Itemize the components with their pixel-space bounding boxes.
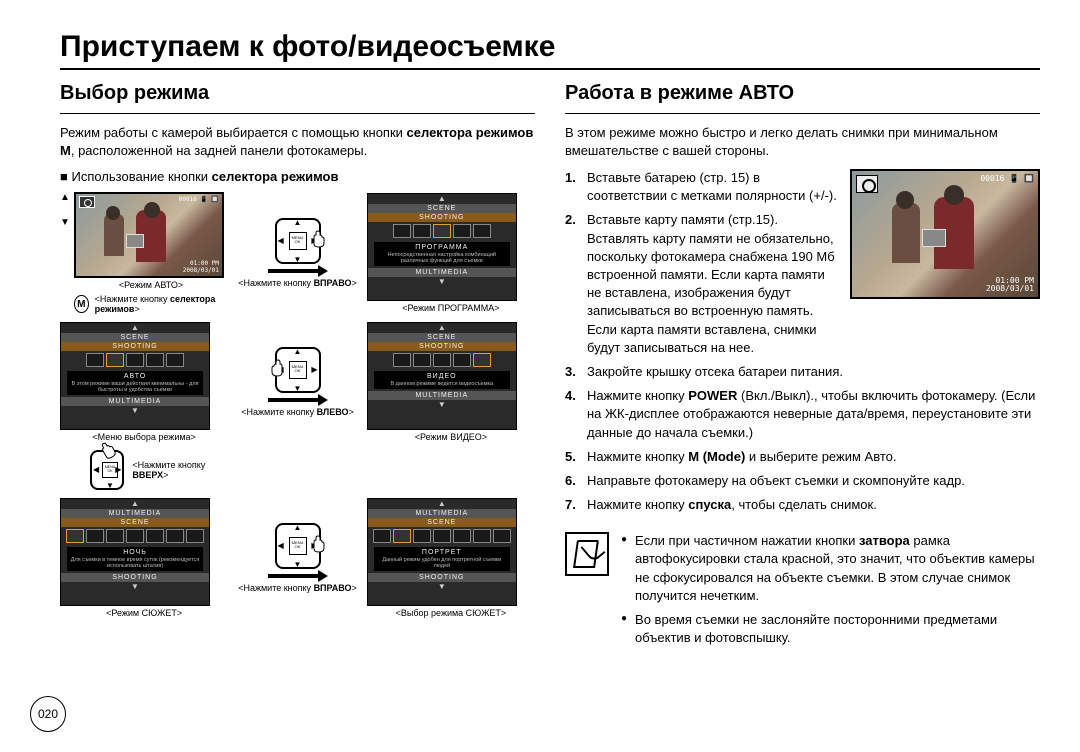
menu-scene: ▲ MULTIMEDIA SCENE НОЧЬ Для съемки в тем… [60, 498, 210, 606]
menu-scene-select: ▲ MULTIMEDIA SCENE ПОРТРЕТ Данный режим … [367, 498, 517, 606]
left-bullet-header: Использование кнопки селектора режимов [60, 169, 535, 184]
cell-menu-program: ▲ SCENE SHOOTING ПРОГРАММА Непосредствен… [367, 193, 535, 313]
menu-auto-caption: <Меню выбора режима> [60, 432, 228, 442]
cell-lcd-preview: ▲▼ 00016 📱 🔲 01:00 PM 2008/ [60, 192, 228, 314]
arrow2-label: <Нажмите кнопку ВЛЕВО> [241, 407, 354, 417]
cell-menu-auto: ▲ SCENE SHOOTING АВТО В этом режиме ваши… [60, 322, 228, 442]
cell-menu-video: ▲ SCENE SHOOTING ВИДЕО В данном режиме в… [367, 322, 535, 442]
note-item: Если при частичном нажатии кнопки затвор… [621, 532, 1040, 605]
arrow-col-2: MENUOK ▲▼◀▶ <Нажмите кнопку ВЛЕВО> [238, 347, 357, 417]
step-item: 1.Вставьте батарею (стр. 15) в соответст… [565, 169, 840, 205]
press-up-cell: MENUOK ▲▼◀▶ <Нажмите кнопку ВВЕРХ> [60, 450, 228, 490]
menu-scene-caption: <Режим СЮЖЕТ> [60, 608, 228, 618]
page-number: 020 [30, 696, 66, 732]
left-sub-rule [60, 113, 535, 114]
hand-pointer-icon [311, 230, 331, 248]
right-subtitle: Работа в режиме АВТО [565, 82, 1040, 105]
cell-menu-scene: ▲ MULTIMEDIA SCENE НОЧЬ Для съемки в тем… [60, 498, 228, 618]
lcd-caption: <Режим АВТО> [74, 280, 228, 290]
press-m-label: <Нажмите кнопку селектора режимов> [95, 294, 229, 314]
hand-pointer-icon [265, 359, 285, 377]
dpad-icon: MENUOK ▲▼◀▶ [275, 523, 321, 569]
osd-top-right: 00016 📱 🔲 [179, 196, 219, 203]
menu-auto: ▲ SCENE SHOOTING АВТО В этом режиме ваши… [60, 322, 210, 430]
title-rule [60, 68, 1040, 70]
dpad-icon: MENUOK ▲▼◀▶ [275, 347, 321, 393]
arrow1-label: <Нажмите кнопку ВПРАВО> [238, 278, 357, 288]
left-subtitle: Выбор режима [60, 82, 535, 105]
lcd-auto-preview: 00016 📱 🔲 01:00 PM 2008/03/01 [850, 169, 1040, 299]
step-item: 3.Закройте крышку отсека батареи питания… [565, 363, 1040, 381]
step-item: 2.Вставьте карту памяти (стр.15). Вставл… [565, 211, 840, 357]
step-item: 4.Нажмите кнопку POWER (Вкл./Выкл)., что… [565, 387, 1040, 442]
dpad-icon: MENUOK ▲▼◀▶ [90, 450, 124, 490]
right-sub-rule [565, 113, 1040, 114]
menu-program: ▲ SCENE SHOOTING ПРОГРАММА Непосредствен… [367, 193, 517, 301]
left-intro: Режим работы с камерой выбирается с помо… [60, 124, 535, 159]
mode-diagram: ▲▼ 00016 📱 🔲 01:00 PM 2008/ [60, 192, 535, 618]
page-title: Приступаем к фото/видеосъемке [60, 30, 1040, 64]
press-up-label: <Нажмите кнопку ВВЕРХ> [132, 460, 228, 480]
step-item: 7.Нажмите кнопку спуска, чтобы сделать с… [565, 496, 1040, 514]
arrow-right-icon [268, 572, 328, 580]
step-item: 6.Направьте фотокамеру на объект съемки … [565, 472, 1040, 490]
menu-program-caption: <Режим ПРОГРАММА> [367, 303, 535, 313]
right-intro: В этом режиме можно быстро и легко делат… [565, 124, 1040, 159]
note-item: Во время съемки не заслоняйте посторонни… [621, 611, 1040, 647]
osd-bottom-right: 01:00 PM 2008/03/01 [183, 261, 219, 274]
arrow-right-icon [268, 396, 328, 404]
arrow-col-1: MENUOK ▲▼◀▶ <Нажмите кнопку ВПРАВО> [238, 218, 357, 288]
menu-video-caption: <Режим ВИДЕО> [367, 432, 535, 442]
dpad-icon: MENUOK ▲▼◀▶ [275, 218, 321, 264]
lcd-preview: 00016 📱 🔲 01:00 PM 2008/03/01 [74, 192, 224, 278]
menu-video: ▲ SCENE SHOOTING ВИДЕО В данном режиме в… [367, 322, 517, 430]
cell-menu-scene-sel: ▲ MULTIMEDIA SCENE ПОРТРЕТ Данный режим … [367, 498, 535, 618]
updown-icon: ▲▼ [60, 192, 70, 314]
left-column: Выбор режима Режим работы с камерой выби… [60, 82, 535, 653]
menu-scene-sel-caption: <Выбор режима СЮЖЕТ> [367, 608, 535, 618]
right-column: Работа в режиме АВТО В этом режиме можно… [565, 82, 1040, 653]
hand-pointer-icon [311, 535, 331, 553]
m-button: M [74, 295, 89, 313]
arrow-right-icon [268, 267, 328, 275]
osd-bottom-right: 01:00 PM 2008/03/01 [986, 277, 1034, 295]
osd-top-right: 00016 📱 🔲 [980, 174, 1034, 183]
note-block: Если при частичном нажатии кнопки затвор… [565, 532, 1040, 653]
note-icon [565, 532, 609, 576]
arrow-col-3: MENUOK ▲▼◀▶ <Нажмите кнопку ВПРАВО> [238, 523, 357, 593]
camera-badge-icon [856, 175, 878, 193]
camera-icon [79, 196, 95, 208]
arrow3-label: <Нажмите кнопку ВПРАВО> [238, 583, 357, 593]
note-list: Если при частичном нажатии кнопки затвор… [621, 532, 1040, 653]
step-item: 5.Нажмите кнопку M (Mode) и выберите реж… [565, 448, 1040, 466]
